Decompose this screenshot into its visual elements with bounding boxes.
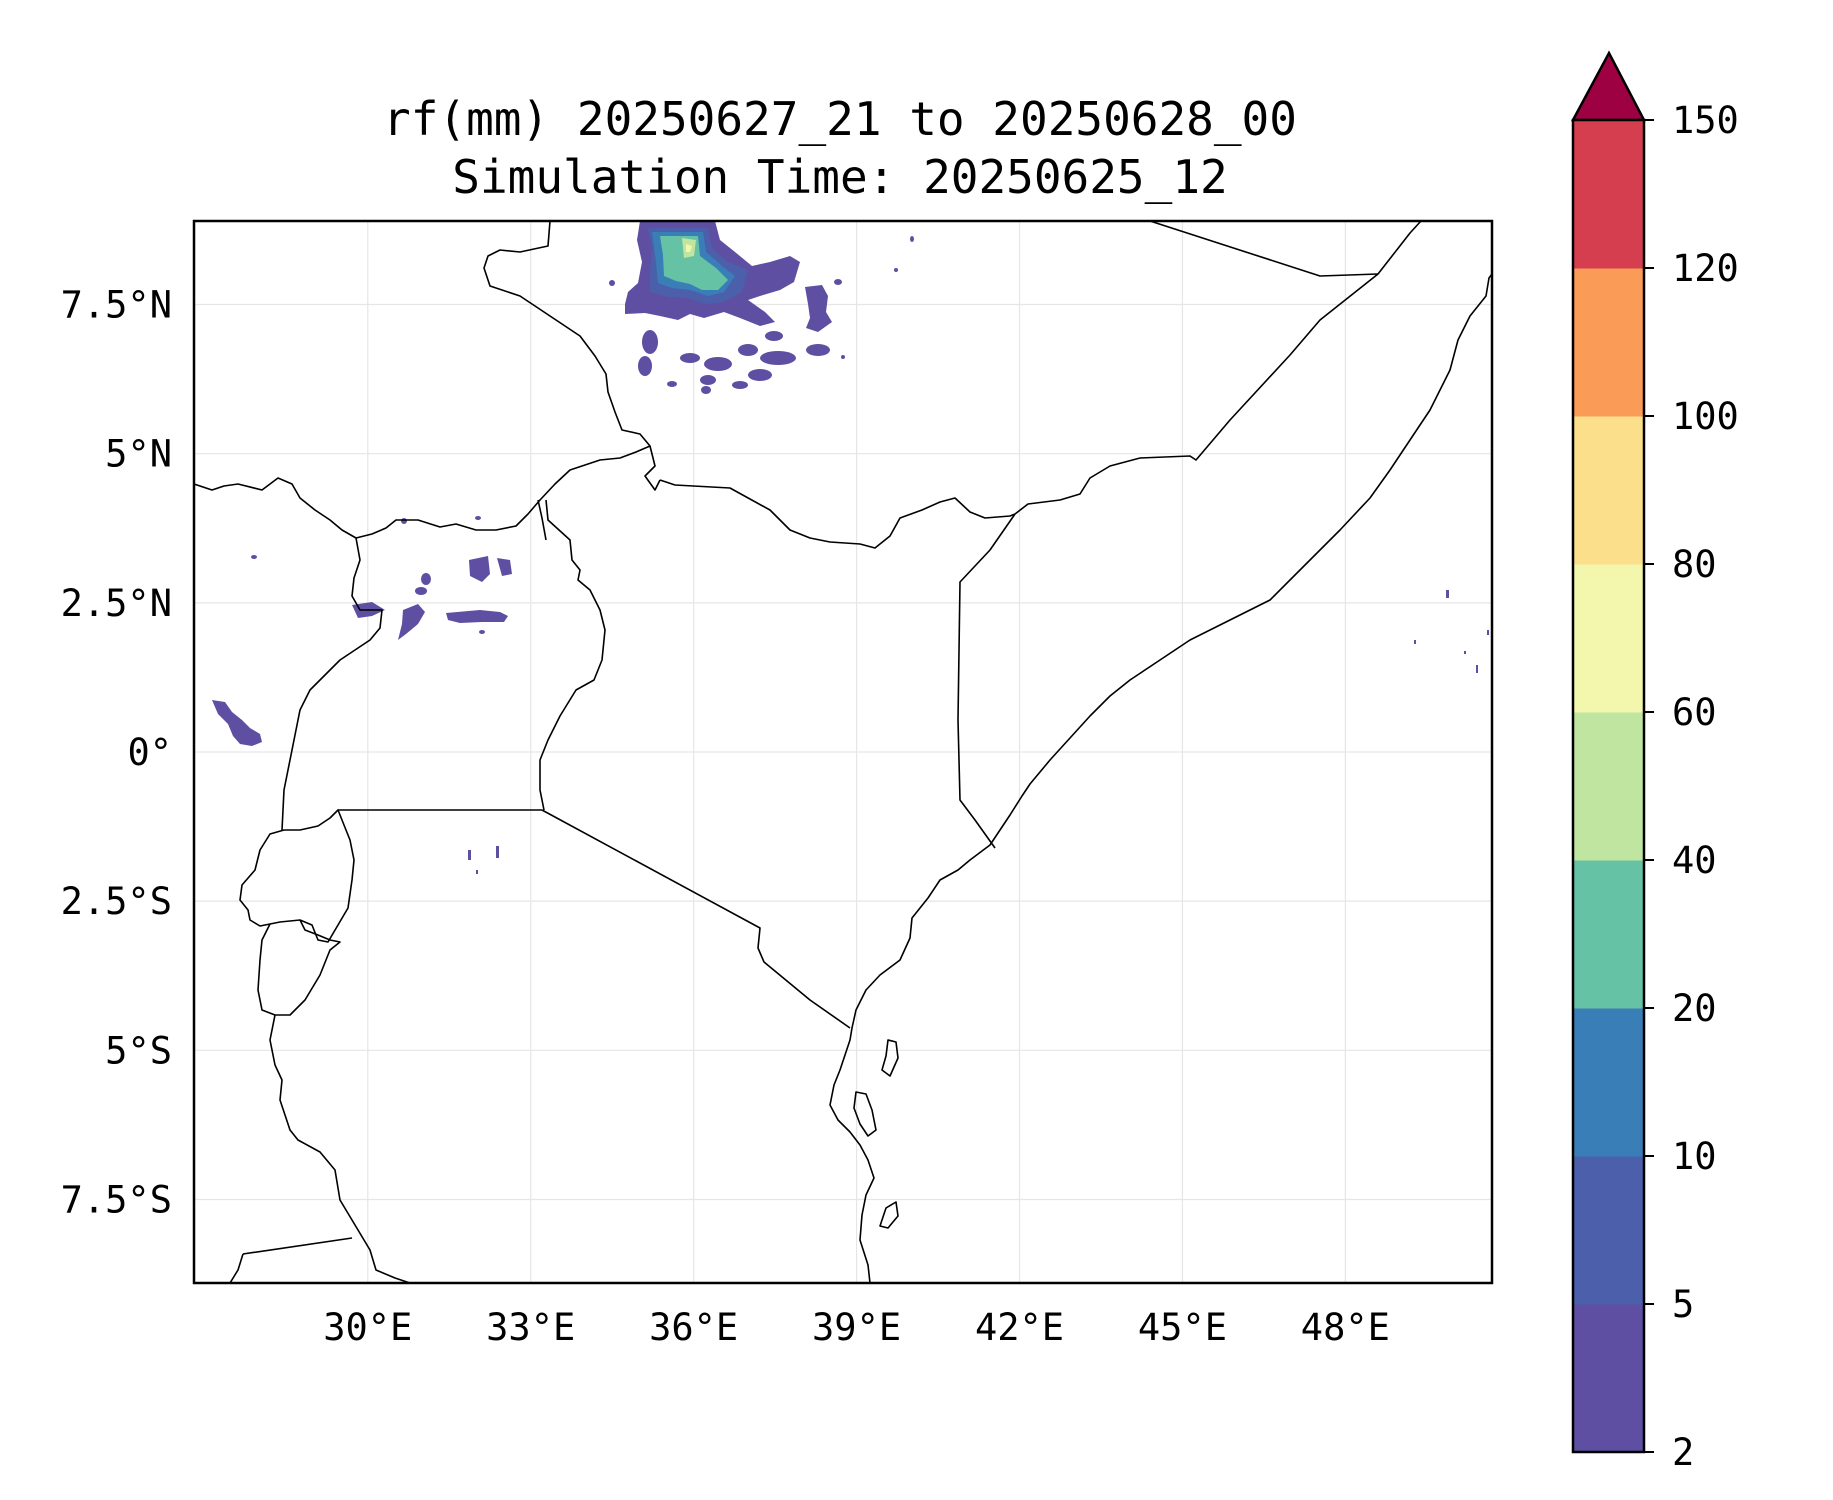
y-tick-label: 7.5°S <box>61 1178 172 1221</box>
border-rwanda-burundi <box>239 809 355 943</box>
lake-edge-east <box>537 499 547 541</box>
border-ethiopia-kenya <box>659 479 1016 549</box>
rain-cell-drc <box>212 700 262 746</box>
colorbar-band <box>1573 860 1644 1009</box>
colorbar-label: 40 <box>1672 839 1717 882</box>
rain-cell-uganda <box>251 516 512 640</box>
y-tick-label: 7.5°N <box>61 284 172 327</box>
colorbar-label: 150 <box>1672 99 1739 142</box>
x-tick-label: 30°E <box>323 1306 412 1349</box>
x-axis-ticks: 30°E 33°E 36°E 39°E 42°E 45°E 48°E <box>323 1306 1390 1349</box>
y-tick-label: 2.5°S <box>61 880 172 923</box>
x-tick-label: 36°E <box>649 1306 738 1349</box>
colorbar-band <box>1573 1304 1644 1453</box>
map-frame <box>192 219 1494 1285</box>
border-tanzania-zambia <box>242 1237 353 1255</box>
colorbar: 2 5 10 20 40 60 80 100 120 150 <box>1570 50 1739 1474</box>
coastline-east-africa <box>829 273 1492 1283</box>
colorbar-label: 5 <box>1672 1283 1694 1326</box>
island-pemba <box>881 1039 899 1077</box>
x-tick-label: 48°E <box>1301 1306 1390 1349</box>
colorbar-label: 2 <box>1672 1431 1694 1474</box>
colorbar-extend-arrow <box>1570 50 1647 122</box>
colorbar-bands <box>1573 120 1644 1453</box>
border-tanzania-west <box>269 1014 411 1283</box>
x-tick-label: 45°E <box>1138 1306 1227 1349</box>
rain-cell-ne <box>805 285 832 332</box>
border-south-sudan-uganda <box>194 445 651 539</box>
border-ethiopia-somalia <box>1014 221 1422 515</box>
colorbar-band <box>1573 1156 1644 1305</box>
y-tick-label: 0° <box>127 731 172 774</box>
colorbar-band <box>1573 1008 1644 1157</box>
island-mafia <box>879 1201 899 1229</box>
colorbar-label: 60 <box>1672 691 1717 734</box>
rain-cell-main-20 <box>660 236 728 290</box>
y-tick-label: 5°N <box>105 433 172 476</box>
x-tick-label: 42°E <box>975 1306 1064 1349</box>
gridlines <box>194 221 1492 1283</box>
rainfall-layer <box>212 221 1489 874</box>
x-tick-label: 33°E <box>486 1306 575 1349</box>
colorbar-label: 20 <box>1672 987 1717 1030</box>
rain-cell-small <box>468 590 1489 874</box>
colorbar-frame <box>1571 118 1646 1454</box>
border-kenya-tanzania <box>541 809 851 1029</box>
colorbar-band <box>1573 712 1644 861</box>
rain-cell-main-60 <box>686 244 692 252</box>
colorbar-label: 10 <box>1672 1135 1717 1178</box>
figure-title: rf(mm) 20250627_21 to 20250628_00 <box>383 92 1297 146</box>
figure-subtitle: Simulation Time: 20250625_12 <box>452 150 1227 204</box>
x-tick-label: 39°E <box>812 1306 901 1349</box>
border-zambia-south <box>229 1253 244 1283</box>
rain-cell-scatter <box>609 236 914 394</box>
y-tick-label: 2.5°N <box>61 582 172 625</box>
colorbar-band <box>1573 416 1644 565</box>
colorbar-band <box>1573 564 1644 713</box>
y-axis-ticks: 7.5°N 5°N 2.5°N 0° 2.5°S 5°S 7.5°S <box>61 284 172 1222</box>
colorbar-labels: 2 5 10 20 40 60 80 100 120 150 <box>1644 99 1739 1474</box>
colorbar-label: 80 <box>1672 543 1717 586</box>
border-ethiopia-west <box>483 221 661 491</box>
border-uganda-west <box>281 537 383 831</box>
coastlines-borders <box>194 221 1492 1283</box>
map-panel: 30°E 33°E 36°E 39°E 42°E 45°E 48°E 7.5°N 5°N 2.5… <box>61 219 1494 1349</box>
colorbar-label: 100 <box>1672 395 1739 438</box>
border-somalia-north <box>1149 221 1379 277</box>
island-zanzibar <box>853 1091 877 1137</box>
border-kenya-somalia <box>957 513 1016 849</box>
border-uganda <box>539 499 606 811</box>
y-tick-label: 5°S <box>105 1029 172 1072</box>
colorbar-band <box>1573 268 1644 417</box>
lake-tanganyika <box>257 919 341 1016</box>
colorbar-label: 120 <box>1672 247 1739 290</box>
colorbar-band <box>1573 120 1644 269</box>
